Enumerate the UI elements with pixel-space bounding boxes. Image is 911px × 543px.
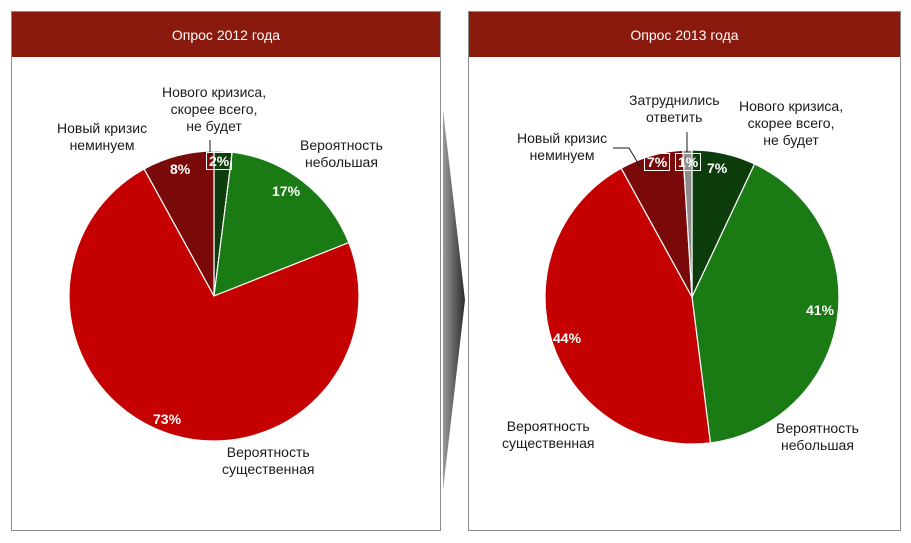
transition-arrow-icon — [443, 110, 465, 490]
pct-low-probability: 17% — [272, 183, 301, 199]
panel-title: Опрос 2013 года — [469, 12, 900, 57]
label-no-crisis: Нового кризиса, скорее всего, не будет — [739, 98, 844, 148]
pct-hard-to-answer: 1% — [675, 153, 702, 171]
label-no-crisis: Нового кризиса, скорее всего, не будет — [162, 84, 267, 134]
leader-line — [686, 132, 688, 152]
label-significant-probability: Вероятность существенная — [502, 418, 595, 451]
pie-slice-low-probability — [213, 151, 350, 297]
pie-chart-2013 — [544, 149, 840, 445]
label-low-probability: Вероятность небольшая — [776, 420, 859, 453]
leader-line — [613, 147, 642, 169]
label-crisis-inevitable: Новый кризис неминуем — [57, 120, 148, 153]
pct-no-crisis: 7% — [707, 160, 728, 176]
pct-no-crisis: 2% — [206, 152, 233, 170]
pct-crisis-inevitable: 8% — [170, 161, 191, 177]
label-crisis-inevitable: Новый кризис неминуем — [517, 130, 608, 163]
pie-slice-low-probability — [691, 163, 840, 444]
pct-low-probability: 41% — [806, 302, 835, 318]
label-significant-probability: Вероятность существенная — [222, 444, 315, 477]
label-hard-to-answer: Затруднились ответить — [629, 92, 720, 125]
chart-panel-2012: Опрос 2012 года Нового кризиса, скорее в… — [11, 11, 441, 531]
pie-slice-significant-probability — [544, 167, 712, 445]
pie-chart-2012 — [68, 150, 360, 442]
pie-slice-crisis-inevitable — [143, 150, 215, 297]
label-low-probability: Вероятность небольшая — [300, 137, 383, 170]
leader-line — [209, 140, 211, 160]
pct-significant-probability: 44% — [553, 330, 582, 346]
panel-title: Опрос 2012 года — [12, 12, 440, 57]
chart-panel-2013: Опрос 2013 года Нового кризиса, скорее в… — [468, 11, 901, 531]
pie-slice-significant-probability — [68, 168, 360, 442]
pct-significant-probability: 73% — [153, 411, 182, 427]
pct-crisis-inevitable: 7% — [644, 153, 671, 171]
